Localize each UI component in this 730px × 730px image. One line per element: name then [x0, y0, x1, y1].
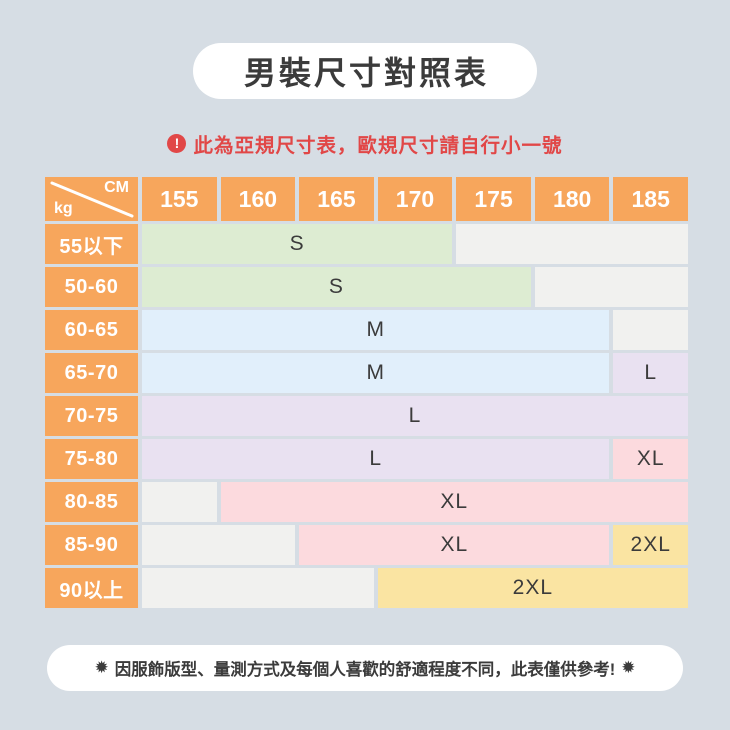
row-header: 85-90 — [45, 525, 138, 565]
warning-note: ! 此為亞規尺寸表，歐規尺寸請自行小一號 — [0, 129, 730, 157]
size-segment-l: L — [613, 353, 688, 393]
page-title: 男裝尺寸對照表 — [243, 55, 489, 91]
corner-cm-label: CM — [104, 179, 129, 196]
size-segment-l: L — [142, 439, 610, 479]
burst-star-icon: ✹ — [94, 658, 109, 677]
size-segment-2xl: 2XL — [613, 525, 688, 565]
exclamation-icon: ! — [167, 133, 187, 153]
empty-segment — [456, 224, 688, 264]
row-header: 50-60 — [45, 267, 138, 307]
row-header: 55以下 — [45, 224, 138, 264]
size-segment-xl: XL — [299, 525, 610, 565]
empty-segment — [142, 482, 217, 522]
size-segment-m: M — [142, 353, 610, 393]
warning-text: 此為亞規尺寸表，歐規尺寸請自行小一號 — [193, 134, 563, 157]
diagonal-line-icon — [50, 181, 134, 218]
row-header: 80-85 — [45, 482, 138, 522]
column-header-185: 185 — [613, 177, 688, 221]
size-segment-s: S — [142, 267, 531, 307]
empty-segment — [142, 568, 374, 608]
size-segment-l: L — [142, 396, 688, 436]
row-header: 90以上 — [45, 568, 138, 608]
column-header-165: 165 — [299, 177, 374, 221]
empty-segment — [534, 267, 688, 307]
row-header: 75-80 — [45, 439, 138, 479]
column-header-155: 155 — [142, 177, 217, 221]
row-header: 65-70 — [45, 353, 138, 393]
row-header: 60-65 — [45, 310, 138, 350]
size-segment-xl: XL — [613, 439, 688, 479]
column-header-160: 160 — [220, 177, 296, 221]
burst-star-icon: ✹ — [621, 658, 636, 677]
empty-segment — [613, 310, 688, 350]
size-table: CM kg 155 160 165 170 175 180 185 55以下 S 50-60 S 60… — [45, 177, 688, 608]
size-segment-s: S — [142, 224, 453, 264]
corner-cell: CM kg — [45, 177, 138, 221]
empty-segment — [142, 525, 296, 565]
row-header: 70-75 — [45, 396, 138, 436]
column-header-170: 170 — [377, 177, 453, 221]
column-header-180: 180 — [534, 177, 610, 221]
footer-note-pill: ✹ 因服飾版型、量測方式及每個人喜歡的舒適程度不同，此表僅供參考! ✹ — [47, 645, 683, 691]
column-header-175: 175 — [456, 177, 531, 221]
size-segment-2xl: 2XL — [377, 568, 688, 608]
page-title-pill: 男裝尺寸對照表 — [193, 43, 537, 99]
footer-text: 因服飾版型、量測方式及每個人喜歡的舒適程度不同，此表僅供參考! — [114, 661, 616, 679]
size-segment-m: M — [142, 310, 610, 350]
size-segment-xl: XL — [220, 482, 688, 522]
corner-kg-label: kg — [54, 200, 73, 217]
